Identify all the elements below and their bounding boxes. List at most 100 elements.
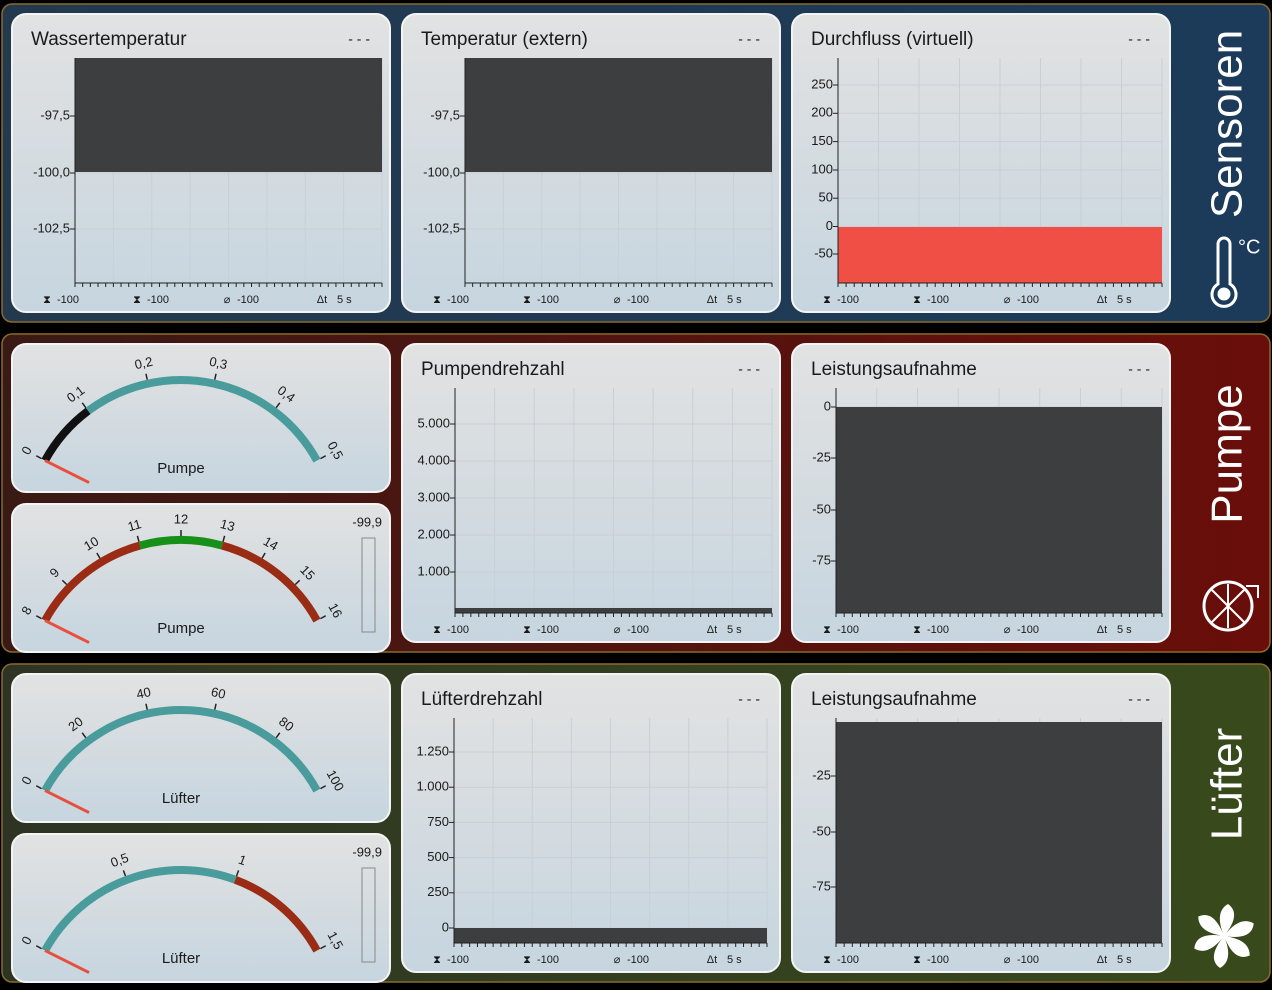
gauge-tick — [35, 785, 42, 790]
unit: °C — [1238, 236, 1260, 258]
gauge-tick — [96, 552, 101, 559]
chart-panel: Wassertemperatur - - --97,5-100,0-102,5⧗ -… — [11, 13, 391, 313]
footer-value: -100 — [627, 294, 649, 306]
footer-icon: ⌀ — [614, 294, 621, 306]
footer-value: -100 — [627, 624, 649, 636]
gauge-tick — [145, 703, 148, 710]
gauge-tick — [320, 615, 327, 620]
gauge-arc — [41, 407, 91, 463]
footer-value: -100 — [447, 624, 469, 636]
y-tick-label: 1.250 — [416, 743, 449, 758]
gauge-tick-label: 40 — [135, 684, 152, 702]
gauge-value: -99,9 — [352, 514, 382, 529]
y-tick-label: 500 — [427, 849, 449, 864]
panel-title: Wassertemperatur — [31, 29, 187, 50]
gauge-needle — [44, 459, 90, 484]
footer-icon: ⌀ — [224, 294, 231, 306]
footer-value: -100 — [927, 624, 949, 636]
footer-value: 5 s — [1117, 294, 1132, 306]
plot-fill — [455, 608, 772, 613]
footer-value: -100 — [1017, 624, 1039, 636]
gauge-bg — [11, 673, 391, 823]
y-tick-label: 200 — [811, 105, 833, 120]
gauge-tick — [122, 870, 127, 877]
y-tick-label: -102,5 — [423, 220, 460, 235]
gauge-value: -99,9 — [352, 844, 382, 859]
gauge-label: Lüfter — [162, 950, 200, 967]
footer-icon: ⧗ — [913, 294, 921, 306]
footer-icon: ⧗ — [43, 294, 51, 306]
gauge-needle — [44, 949, 90, 974]
fan-blade — [1219, 904, 1235, 936]
footer-icon: ⧗ — [823, 954, 831, 966]
y-tick-label: 5.000 — [417, 415, 450, 430]
footer-icon: ⧗ — [823, 294, 831, 306]
pump-ring — [1202, 580, 1254, 632]
panel-title: Pumpendrehzahl — [421, 359, 565, 380]
gauge-tick — [320, 945, 327, 950]
plot-fill — [836, 722, 1162, 943]
footer-value: -100 — [537, 294, 559, 306]
gauge-arc — [220, 541, 321, 623]
y-tick-label: -97,5 — [430, 107, 460, 122]
panel-status: - - - — [1128, 31, 1150, 47]
fan-blade — [1224, 936, 1250, 957]
gauge-tick — [294, 579, 301, 586]
gauge-tick — [261, 552, 266, 559]
chart-panel: Leistungsaufnahme - - - -25 -50 -75 ⧗ -100 ⧗ -10… — [791, 673, 1171, 973]
section-title: Pumpe — [1203, 384, 1252, 523]
footer-icon: Δt — [707, 294, 717, 306]
plot-fill — [838, 227, 1162, 283]
fan-blade — [1198, 915, 1224, 936]
footer-icon: ⧗ — [823, 624, 831, 636]
gauge-tick — [61, 579, 68, 586]
panel-bg — [401, 343, 781, 643]
gauge-tick — [35, 455, 42, 460]
gauge-tick — [235, 870, 240, 877]
footer-value: -100 — [927, 294, 949, 306]
y-tick-label: 50 — [819, 190, 833, 205]
panel-title: Lüfterdrehzahl — [421, 689, 542, 710]
footer-value: 5 s — [727, 294, 742, 306]
chart-panel: Temperatur (extern) - - - -97,5 -100,0 -102,… — [401, 13, 781, 313]
footer-value: -100 — [57, 294, 79, 306]
gauge-tick — [320, 785, 327, 790]
footer-value: -100 — [1017, 954, 1039, 966]
y-tick-label: 0 — [826, 218, 833, 233]
footer-value: -100 — [837, 624, 859, 636]
pump-blades — [1211, 584, 1245, 628]
gauge-tick-label: 12 — [174, 511, 188, 526]
gauge-tick-label: 80 — [276, 714, 297, 735]
gauge-tick — [35, 945, 42, 950]
panel-bg — [401, 673, 781, 973]
y-tick-label: 250 — [811, 76, 833, 91]
gauge-tick — [81, 732, 87, 739]
gauge-arc — [41, 541, 142, 623]
gauge-tick — [214, 703, 217, 710]
gauge-tick — [214, 373, 217, 380]
footer-value: -100 — [447, 954, 469, 966]
footer-icon: ⧗ — [133, 294, 141, 306]
gauge-tick-label: 16 — [325, 601, 345, 621]
gauge-tick — [320, 455, 327, 460]
footer-value: 5 s — [1117, 954, 1132, 966]
footer-icon: Δt — [317, 294, 327, 306]
footer-value: 5 s — [1117, 624, 1132, 636]
chart-panel: Pumpendrehzahl - - - 5.000 4.000 3.000 2.000 1… — [401, 343, 781, 643]
y-tick-label: 3.000 — [417, 489, 450, 504]
y-tick-label: -100,0 — [33, 164, 70, 179]
footer-icon: ⌀ — [1004, 954, 1011, 966]
gauge-arc — [41, 866, 237, 953]
section: Sensoren °C Wassertemperatur - - - -97,5 -100… — [1, 3, 1271, 323]
plot-fill — [465, 58, 772, 172]
y-tick-label: -50 — [812, 823, 831, 838]
plot-fill — [75, 58, 382, 172]
y-tick-label: 250 — [427, 884, 449, 899]
panel-status: - - - — [738, 691, 760, 707]
section-title: Sensoren — [1203, 30, 1252, 218]
gauge-label: Pumpe — [157, 620, 205, 637]
gauge-tick-label: 0,5 — [108, 850, 130, 870]
gauge-arc — [41, 706, 321, 793]
